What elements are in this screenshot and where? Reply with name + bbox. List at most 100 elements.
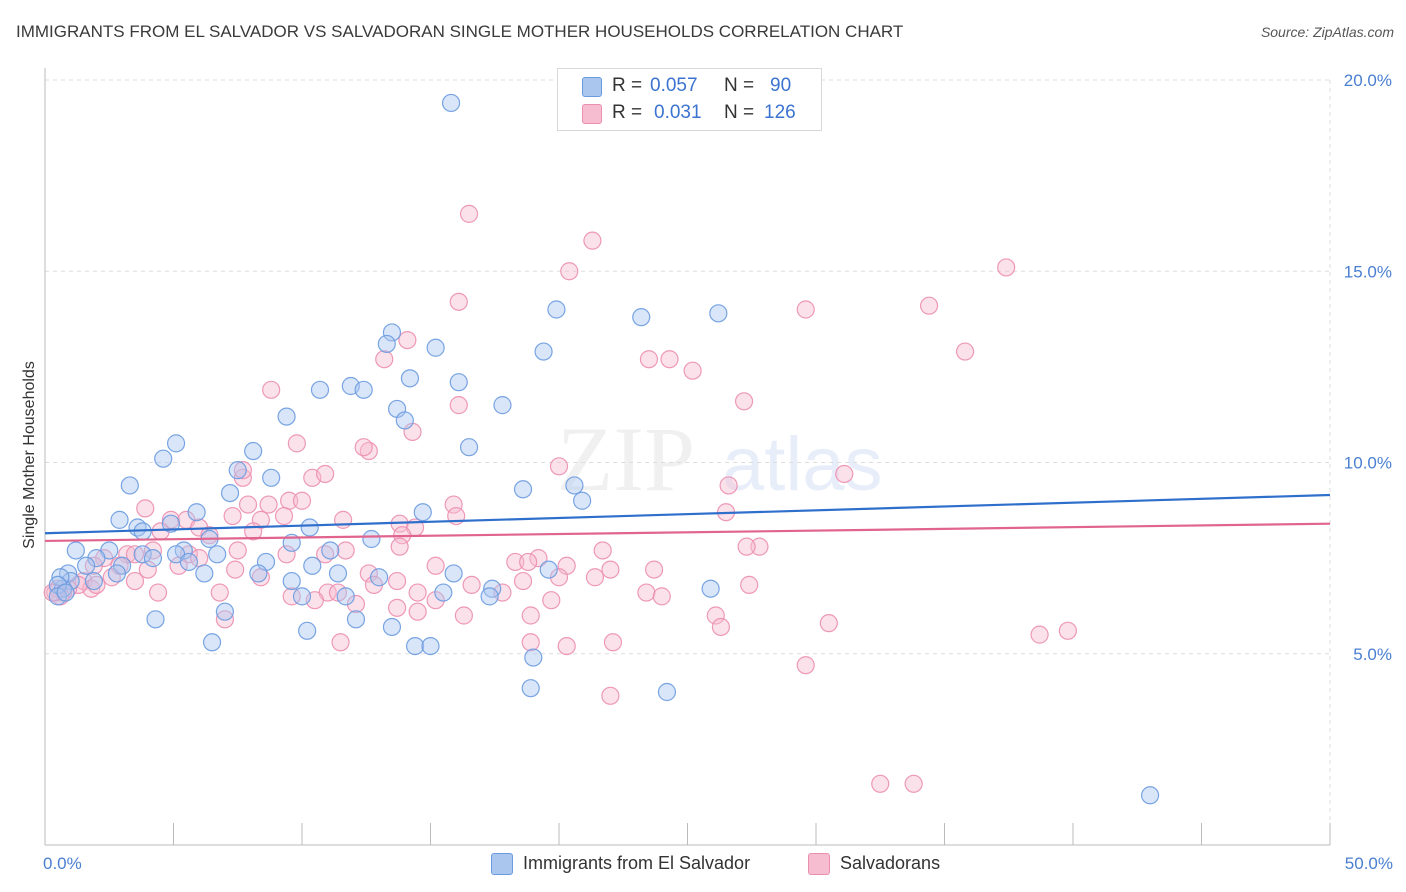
point-salvadorans bbox=[521, 633, 540, 652]
point-immigrants bbox=[56, 583, 75, 602]
point-immigrants bbox=[1140, 786, 1160, 805]
point-salvadorans bbox=[740, 575, 759, 595]
point-salvadorans bbox=[277, 545, 296, 564]
point-immigrants bbox=[66, 541, 85, 560]
point-immigrants bbox=[459, 438, 479, 457]
point-immigrants bbox=[346, 610, 366, 629]
point-immigrants bbox=[292, 587, 312, 606]
point-salvadorans bbox=[223, 506, 242, 526]
point-salvadorans bbox=[919, 296, 939, 315]
point-salvadorans bbox=[449, 396, 468, 415]
watermark-atlas: atlas bbox=[722, 422, 883, 507]
point-immigrants bbox=[444, 564, 463, 583]
point-immigrants bbox=[215, 602, 234, 621]
trend-line-salvadorans bbox=[44, 522, 1331, 543]
point-salvadorans bbox=[398, 331, 417, 350]
point-salvadorans bbox=[644, 560, 664, 579]
point-salvadorans bbox=[506, 552, 525, 572]
point-immigrants bbox=[426, 338, 445, 357]
point-salvadorans bbox=[143, 541, 163, 560]
point-immigrants bbox=[244, 441, 263, 461]
point-salvadorans bbox=[387, 571, 407, 591]
point-immigrants bbox=[195, 564, 214, 583]
point-salvadorans bbox=[331, 633, 350, 652]
point-salvadorans bbox=[408, 583, 427, 602]
point-immigrants bbox=[110, 510, 129, 529]
point-salvadorans bbox=[1058, 621, 1077, 640]
point-immigrants bbox=[120, 476, 139, 495]
point-immigrants bbox=[657, 682, 677, 702]
point-salvadorans bbox=[359, 564, 378, 583]
point-salvadorans bbox=[346, 594, 366, 614]
point-salvadorans bbox=[796, 656, 815, 675]
point-salvadorans bbox=[683, 361, 702, 380]
point-immigrants bbox=[321, 541, 340, 560]
point-immigrants bbox=[107, 564, 127, 583]
stats-legend: R = 0.057 N = 90 R = 0.031 N = 126 bbox=[557, 68, 822, 131]
point-immigrants bbox=[524, 648, 543, 667]
point-salvadorans bbox=[426, 556, 445, 575]
point-immigrants bbox=[539, 560, 558, 579]
point-salvadorans bbox=[513, 571, 533, 591]
point-immigrants bbox=[701, 579, 720, 598]
point-salvadorans bbox=[560, 262, 579, 281]
point-immigrants bbox=[362, 529, 381, 549]
blue-swatch bbox=[491, 853, 513, 875]
point-immigrants bbox=[208, 545, 227, 564]
point-salvadorans bbox=[706, 606, 725, 625]
pink-swatch bbox=[582, 104, 602, 124]
point-salvadorans bbox=[557, 636, 576, 656]
trend-line-immigrants bbox=[44, 493, 1331, 535]
point-salvadorans bbox=[719, 476, 738, 495]
point-salvadorans bbox=[259, 495, 278, 514]
point-salvadorans bbox=[601, 560, 620, 579]
n-value: 126 bbox=[764, 102, 796, 123]
point-immigrants bbox=[161, 514, 181, 533]
r-value: 0.057 bbox=[650, 75, 698, 96]
point-salvadorans bbox=[637, 583, 656, 602]
point-salvadorans bbox=[549, 568, 569, 587]
y-tick-label: 5.0% bbox=[1353, 645, 1392, 664]
point-immigrants bbox=[300, 518, 319, 537]
point-salvadorans bbox=[426, 591, 445, 610]
point-immigrants bbox=[382, 323, 402, 342]
point-salvadorans bbox=[161, 510, 181, 529]
scatter-points bbox=[43, 93, 1160, 805]
point-immigrants bbox=[133, 545, 152, 564]
point-immigrants bbox=[143, 549, 163, 568]
point-salvadorans bbox=[238, 495, 258, 514]
point-immigrants bbox=[421, 636, 440, 656]
point-immigrants bbox=[370, 568, 389, 587]
point-immigrants bbox=[277, 407, 296, 426]
point-salvadorans bbox=[835, 464, 854, 484]
pink-swatch bbox=[808, 853, 830, 875]
point-salvadorans bbox=[148, 583, 168, 602]
point-immigrants bbox=[187, 503, 206, 522]
point-salvadorans bbox=[136, 499, 155, 518]
point-immigrants bbox=[262, 468, 281, 487]
point-salvadorans bbox=[262, 380, 281, 399]
point-immigrants bbox=[547, 300, 566, 319]
point-salvadorans bbox=[521, 606, 540, 625]
point-immigrants bbox=[382, 617, 402, 637]
point-salvadorans bbox=[215, 610, 234, 629]
point-salvadorans bbox=[334, 510, 353, 529]
point-immigrants bbox=[565, 476, 584, 495]
point-immigrants bbox=[405, 636, 425, 656]
point-salvadorans bbox=[549, 457, 569, 476]
y-axis-title: Single Mother Households bbox=[21, 361, 38, 549]
point-immigrants bbox=[521, 679, 540, 698]
point-salvadorans bbox=[819, 614, 838, 633]
point-immigrants bbox=[303, 556, 322, 575]
n-label: N = bbox=[724, 75, 755, 96]
point-salvadorans bbox=[210, 583, 229, 602]
point-immigrants bbox=[179, 552, 199, 572]
point-salvadorans bbox=[228, 541, 247, 560]
point-immigrants bbox=[480, 587, 499, 606]
series-legend: Immigrants from El Salvador Salvadorans bbox=[0, 850, 1406, 878]
point-salvadorans bbox=[459, 204, 479, 223]
x-tick-labels: 0.0% 50.0% bbox=[43, 854, 1393, 873]
r-value: 0.031 bbox=[654, 102, 702, 123]
point-salvadorans bbox=[449, 292, 468, 311]
point-salvadorans bbox=[660, 350, 679, 369]
